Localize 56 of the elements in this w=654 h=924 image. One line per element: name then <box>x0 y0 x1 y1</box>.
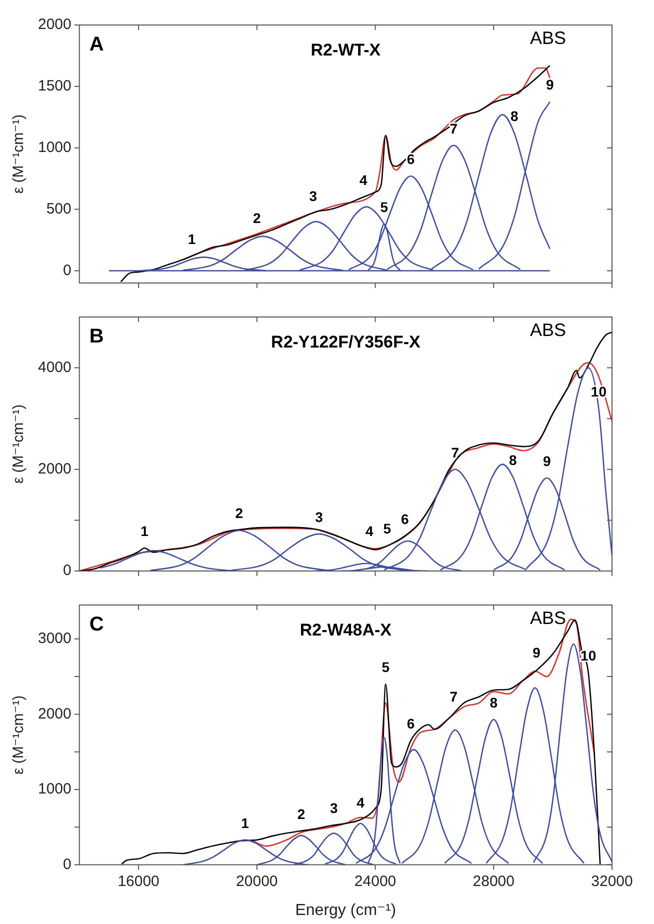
y-tick-label: 1000 <box>38 139 72 156</box>
annotation: B <box>89 326 104 348</box>
y-tick-label: 0 <box>63 562 72 580</box>
annotation: ABS <box>530 320 566 340</box>
annotation: 6 <box>400 510 409 527</box>
y-axis-title: ε (M⁻¹cm⁻¹) <box>10 114 28 194</box>
annotation: 4 <box>360 172 368 188</box>
y-tick-label: 2000 <box>38 705 72 722</box>
y-tick-label: 2000 <box>38 16 72 34</box>
text: R2-WT-X <box>310 40 382 60</box>
annotation: 3 <box>330 800 338 816</box>
y-tick-label: 4000 <box>38 358 72 376</box>
annotation: 2 <box>297 806 306 822</box>
annotation: 4 <box>365 523 374 539</box>
annotation: 1 <box>241 814 250 831</box>
x-tick-label: 28000 <box>472 872 514 890</box>
annotation: 1 <box>140 523 149 539</box>
annotation: 8 <box>490 694 498 710</box>
text: R2-W48A-X <box>300 620 392 640</box>
y-tick-label: 1500 <box>38 78 72 95</box>
x-tick-label: 24000 <box>354 872 396 890</box>
annotation: C <box>89 614 104 636</box>
annotation: 4 <box>356 794 365 810</box>
annotation: 5 <box>380 198 388 215</box>
annotation: 5 <box>382 658 390 675</box>
annotation: 3 <box>309 188 318 204</box>
annotation: 8 <box>508 452 517 468</box>
annotation: ABS <box>530 28 566 48</box>
annotation: 6 <box>406 715 415 732</box>
annotation: 1 <box>188 230 196 247</box>
y-tick-label: 1000 <box>38 780 72 798</box>
y-tick-label: 500 <box>46 200 72 218</box>
x-tick-label: 20000 <box>236 872 278 890</box>
annotation: 2 <box>235 505 244 522</box>
annotation: 6 <box>406 150 415 167</box>
annotation: 9 <box>543 452 551 469</box>
y-tick-label: 2000 <box>38 460 72 478</box>
annotation: 8 <box>510 108 518 124</box>
annotation: A <box>89 34 104 56</box>
annotation: 7 <box>450 688 458 704</box>
y-axis-title: ε (M⁻¹cm⁻¹) <box>10 695 28 774</box>
annotation: 5 <box>383 520 392 536</box>
y-tick-label: 0 <box>63 262 72 279</box>
annotation: ABS <box>530 608 566 628</box>
annotation: 2 <box>253 210 262 226</box>
y-tick-label: 0 <box>63 856 72 873</box>
annotation: 9 <box>546 76 554 93</box>
annotation: 9 <box>532 644 541 661</box>
annotation: 3 <box>315 508 324 525</box>
x-axis-title: Energy (cm⁻¹) <box>295 902 396 919</box>
y-tick-label: 3000 <box>38 630 72 648</box>
annotation: 7 <box>451 444 460 460</box>
x-tick-label: 32000 <box>591 872 633 890</box>
x-tick-label: 16000 <box>118 872 160 890</box>
text: R2-Y122F/Y356F-X <box>271 332 421 352</box>
y-axis-title: ε (M⁻¹cm⁻¹) <box>10 404 28 484</box>
